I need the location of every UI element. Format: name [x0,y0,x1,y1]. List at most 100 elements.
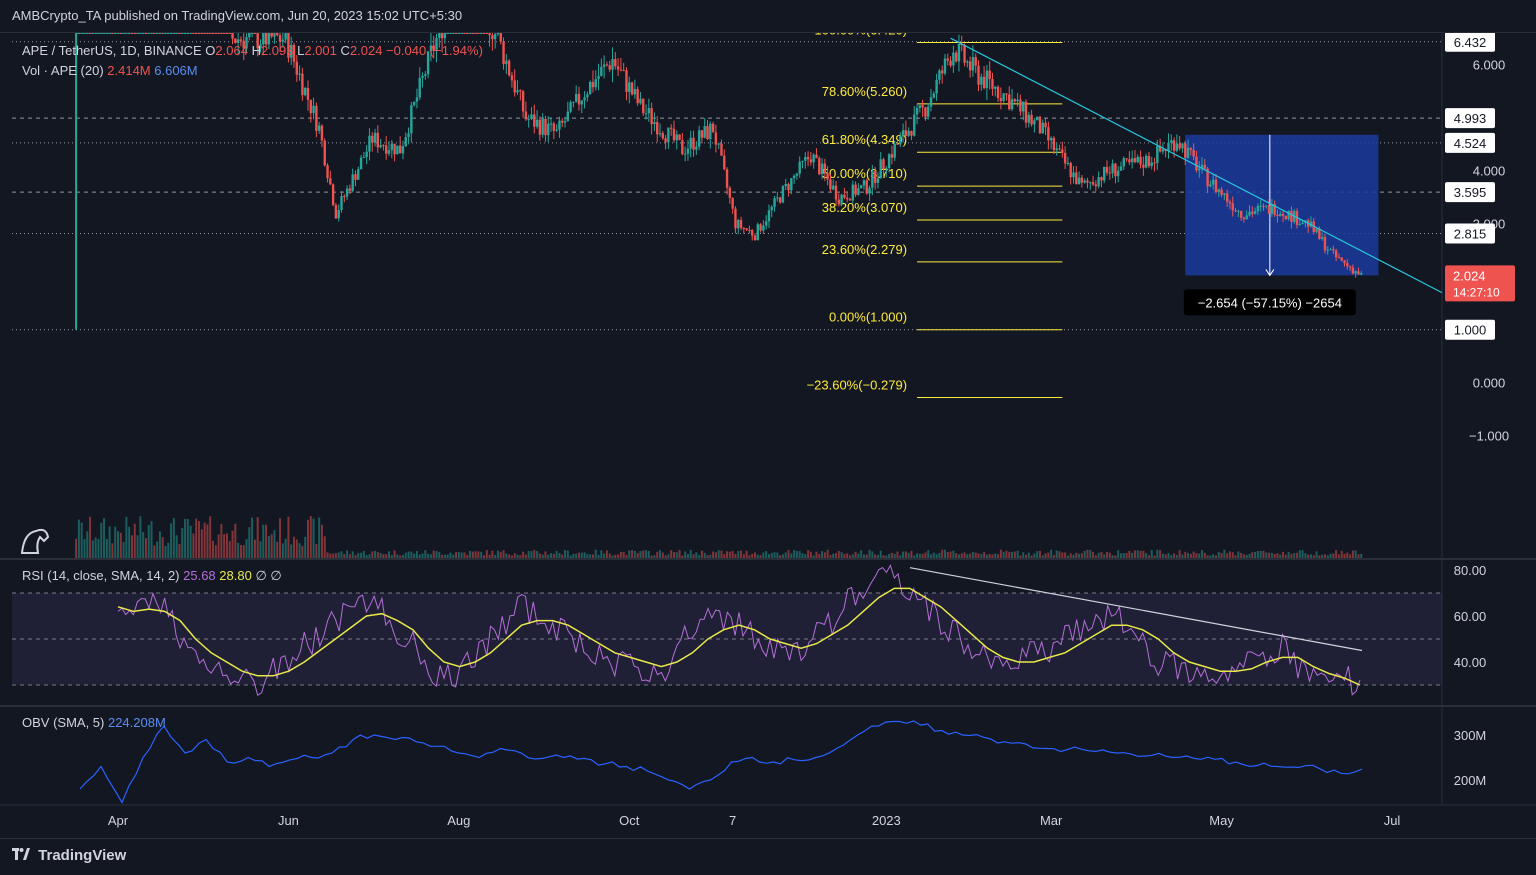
candle-body [200,33,204,34]
volume-bar [1097,552,1100,558]
candle-body [954,52,958,62]
candle-body [1002,93,1005,101]
candle-body [991,79,994,89]
candle-body [262,33,265,45]
candle-body [873,170,877,183]
candle-body [837,199,841,205]
volume-bar [1114,555,1117,558]
volume-bar [1111,555,1114,558]
volume-bar [737,551,740,558]
candle-body [1117,170,1120,177]
volume-bar [1212,554,1215,558]
volume-bar [175,535,178,558]
candle-body [594,79,597,88]
volume-bar [1206,555,1209,558]
candle-body [843,194,846,198]
volume-bar [108,526,111,558]
candle-body [770,206,773,211]
volume-bar [1083,550,1086,558]
chart-canvas[interactable]: −2.654 (−57.15%) −2654 100.00%(6.420) 78.6… [0,33,1536,838]
candle-body [368,135,371,152]
candle-body [1301,222,1304,224]
candle-body [1005,93,1008,95]
volume-bar [466,554,469,558]
volume-bar [1346,552,1349,558]
volume-bar [1005,550,1008,558]
candle-body [1253,211,1257,214]
candle-body [1061,149,1064,153]
volume-bar [1242,554,1245,558]
candle-body [181,33,184,34]
volume-bar [619,551,622,558]
volume-bar [1296,552,1299,558]
candle-body [1206,168,1209,187]
candle-body [306,87,310,100]
bar-countdown-label: 14:27:10 [1453,285,1500,299]
volume-bar [1002,551,1005,558]
volume-bar [491,550,494,558]
candle-body [415,97,419,102]
volume-bar [541,554,544,558]
volume-bar [228,541,231,558]
candle-body [1184,143,1187,158]
candle-body [602,64,606,67]
volume-bar [111,543,114,558]
candle-body [535,119,539,127]
volume-bar [237,542,240,558]
tradingview-logo[interactable]: TradingView [12,847,126,864]
candle-body [943,58,947,74]
volume-bar [700,550,703,558]
volume-bar [318,517,321,558]
candle-body [672,128,676,141]
volume-bar [287,516,290,558]
candle-body [985,70,989,89]
volume-bar [1192,551,1195,558]
volume-bar [547,554,550,558]
candle-body [125,33,128,34]
volume-bar [259,541,262,558]
volume-bar [186,519,189,558]
candle-body [823,163,827,174]
volume-bar [848,555,851,558]
volume-bar [748,555,751,558]
candle-body [242,40,245,49]
volume-bar [681,555,684,558]
legend-value: 25.68 [183,568,219,583]
volume-bar [854,551,857,558]
candle-body [127,33,131,34]
candle-body [407,133,410,138]
volume-bar [474,551,477,558]
volume-bar [441,554,444,558]
volume-bar [1011,551,1014,558]
volume-bar [1323,554,1326,558]
volume-bar [424,550,427,558]
candle-body [1133,158,1137,163]
volume-bar [645,549,648,558]
volume-bar [860,550,863,558]
price-tick-label: 0.000 [1473,376,1506,391]
volume-bar [301,545,304,558]
candle-body [929,97,933,107]
volume-bar [153,545,156,558]
candle-body [1150,162,1153,167]
candle-body [519,90,522,92]
volume-bar [698,555,701,558]
candle-body [1262,205,1265,207]
legend-value: OBV (SMA, 5) [22,715,108,730]
volume-bar [396,554,399,558]
volume-bar [1125,552,1128,558]
volume-bar [77,519,80,558]
candle-body [988,70,991,80]
candle-body [1287,211,1290,220]
candle-body [337,210,340,219]
candle-body [530,114,533,119]
candle-body [706,126,709,140]
candle-body [256,33,259,49]
candle-body [952,52,955,66]
candle-body [745,228,748,230]
volume-bar [1173,553,1176,558]
candle-body [566,111,570,122]
volume-bar [566,550,569,558]
volume-bar [851,554,854,558]
candle-body [236,39,240,43]
